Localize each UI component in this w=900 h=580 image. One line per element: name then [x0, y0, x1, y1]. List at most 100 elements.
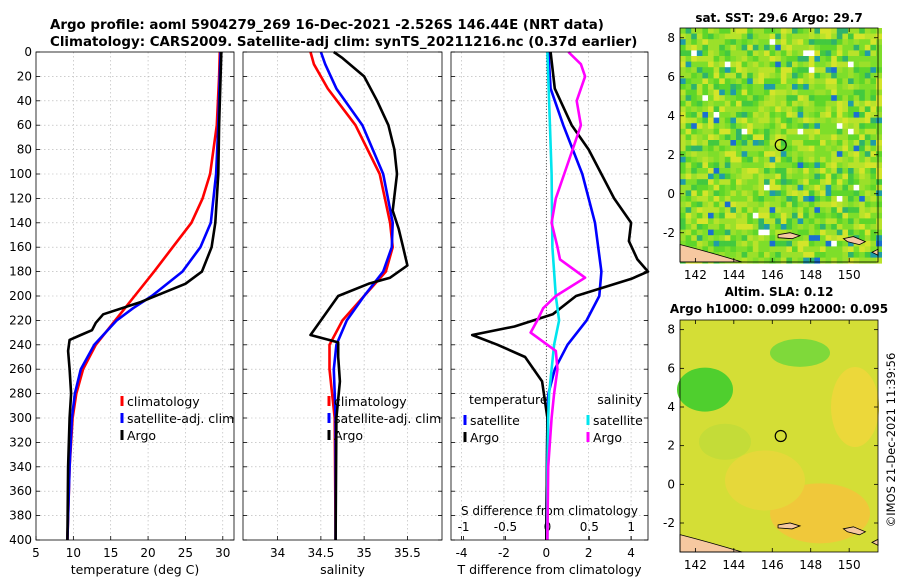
sst-cell: [859, 179, 866, 186]
sst-cell: [702, 224, 709, 230]
sst-cell: [814, 240, 821, 247]
sst-cell: [780, 240, 787, 247]
sst-cell: [713, 207, 720, 214]
sst-cell: [864, 61, 871, 68]
sst-cell: [836, 117, 843, 124]
sst-cell: [808, 44, 815, 51]
sst-cell: [820, 33, 826, 40]
sst-cell: [741, 84, 748, 90]
sst-cell: [680, 106, 686, 113]
sst-cell: [680, 117, 686, 124]
depth-tick-label: 340: [9, 460, 32, 474]
depth-tick-label: 180: [9, 265, 32, 279]
sst-cell: [803, 235, 810, 242]
sst-cell: [831, 123, 838, 130]
sst-cell: [836, 156, 843, 163]
sst-cell: [685, 207, 692, 214]
legend-title-temperature: temperature: [469, 392, 548, 407]
sst-cell: [786, 61, 793, 68]
sst-cell: [859, 33, 866, 40]
sst-cell: [752, 156, 759, 163]
sst-cell: [730, 218, 737, 225]
sst-cell: [696, 33, 703, 40]
sst-cell: [747, 168, 754, 174]
sst-cell: [741, 33, 748, 40]
sst-cell: [685, 89, 692, 96]
sst-lat-label: 8: [667, 31, 675, 45]
sst-cell: [708, 201, 714, 208]
sst-cell: [719, 179, 726, 186]
sst-cell: [870, 67, 877, 74]
sst-cell: [724, 145, 731, 152]
sst-cell: [685, 235, 692, 242]
sst-cell: [842, 196, 849, 202]
sst-cell: [870, 207, 877, 214]
sst-cell: [685, 156, 692, 163]
sst-cell: [853, 212, 860, 219]
depth-tick-label: 360: [9, 484, 32, 498]
sst-cell: [708, 100, 714, 107]
sst-cell: [730, 224, 737, 230]
sst-cell: [769, 84, 776, 90]
sst-cell: [691, 61, 698, 68]
sst-cell: [825, 212, 832, 219]
sst-cell: [769, 56, 776, 62]
sst-cell: [708, 72, 714, 79]
sst-cell: [864, 112, 871, 118]
sst-cell: [780, 50, 787, 57]
sst-cell: [842, 156, 849, 163]
sst-cell: [853, 201, 860, 208]
sst-cell: [752, 179, 759, 186]
sst-cell: [870, 106, 877, 113]
sst-cell: [825, 207, 832, 214]
sst-cell: [842, 140, 849, 146]
sst-cell: [764, 28, 770, 34]
sst-cell: [691, 50, 698, 57]
sst-cell: [702, 112, 709, 118]
sst-lon-label: 150: [838, 268, 861, 282]
sst-cell: [853, 123, 860, 130]
sst-cell: [876, 168, 882, 174]
sst-cell: [842, 61, 849, 68]
sst-cell: [708, 28, 714, 34]
sst-cell: [741, 78, 748, 85]
sst-cell: [702, 184, 709, 191]
sst-cell: [859, 156, 866, 163]
sst-cell: [724, 140, 731, 146]
sst-cell: [719, 61, 726, 68]
sst-cell: [792, 145, 798, 152]
sst-cell: [870, 224, 877, 230]
sst-cell: [736, 134, 742, 141]
sst-cell: [859, 39, 866, 46]
sst-cell: [803, 173, 810, 180]
sst-cell: [685, 173, 692, 180]
depth-tick-label: 320: [9, 435, 32, 449]
sst-cell: [814, 218, 821, 225]
sst-cell: [831, 95, 838, 102]
sst-cell: [803, 44, 810, 51]
sst-cell: [825, 44, 832, 51]
sst-cell: [702, 134, 709, 141]
sst-cell: [730, 162, 737, 169]
sst-cell: [730, 168, 737, 174]
sst-cell: [836, 207, 843, 214]
sst-cell: [803, 117, 810, 124]
sst-cell: [764, 128, 770, 135]
sst-cell: [680, 61, 686, 68]
sst-map-frame: [679, 27, 879, 263]
sst-cell: [680, 224, 686, 230]
sst-cell: [786, 168, 793, 174]
sst-cell: [836, 89, 843, 96]
sst-cell: [831, 179, 838, 186]
sst-cell: [786, 162, 793, 169]
sst-cell: [736, 61, 742, 68]
sst-cell: [820, 89, 826, 96]
sst-cell: [853, 207, 860, 214]
sst-cell: [876, 39, 882, 46]
difference-xtick-label: 4: [627, 546, 635, 560]
sst-cell: [831, 78, 838, 85]
sst-cell: [758, 212, 765, 219]
sst-cell: [724, 56, 731, 62]
sst-cell: [820, 100, 826, 107]
sst-cell: [764, 173, 770, 180]
